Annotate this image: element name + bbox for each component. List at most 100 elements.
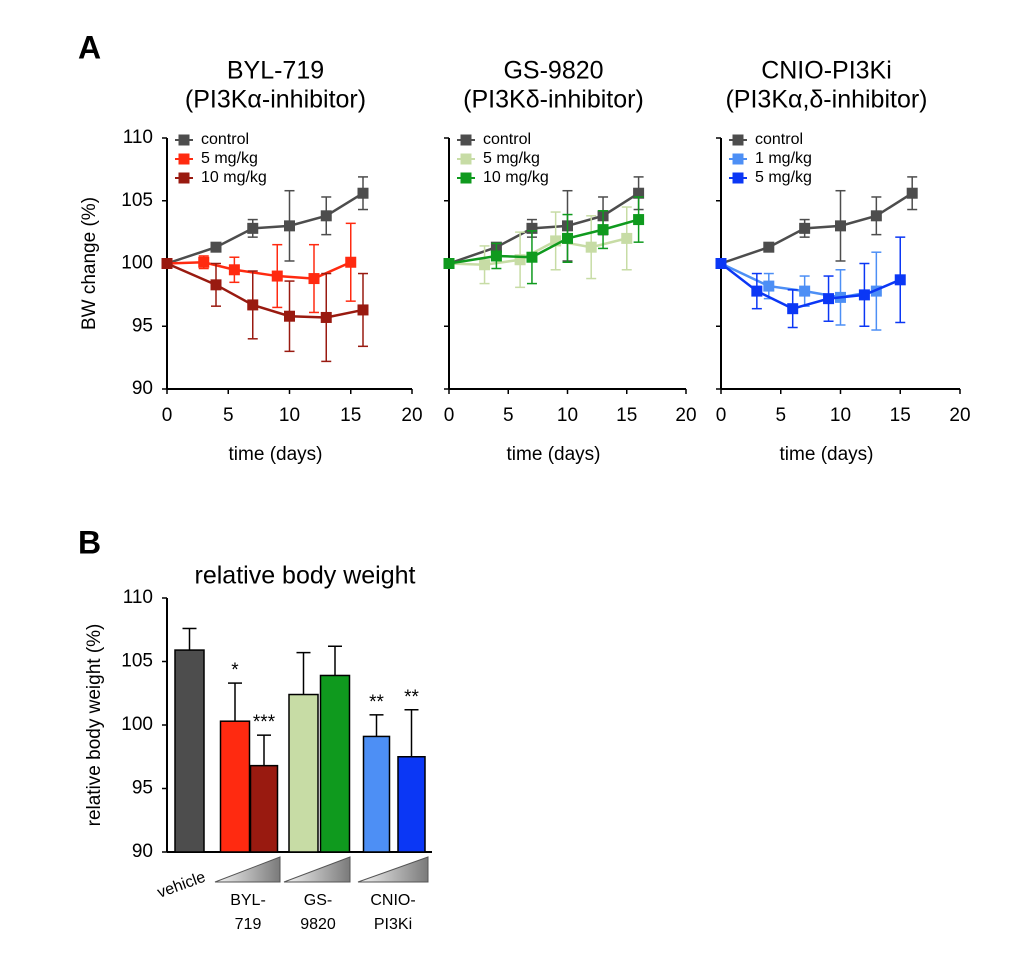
legend-label: control bbox=[201, 131, 249, 148]
marker bbox=[479, 259, 491, 271]
marker bbox=[308, 273, 320, 285]
marker bbox=[906, 187, 918, 199]
marker bbox=[320, 311, 332, 323]
group-label: 719 bbox=[235, 916, 262, 933]
marker bbox=[633, 214, 645, 226]
x-tick-label: 15 bbox=[890, 405, 911, 426]
legend-marker bbox=[732, 134, 744, 146]
chart-title: BYL-719 bbox=[227, 57, 324, 85]
legend-marker bbox=[460, 172, 472, 184]
marker bbox=[526, 251, 538, 263]
x-tick-label: 10 bbox=[279, 405, 300, 426]
x-tick-label: vehicle bbox=[155, 869, 208, 902]
group-label: PI3Ki bbox=[374, 916, 412, 933]
y-tick-label: 95 bbox=[132, 778, 153, 799]
marker bbox=[597, 224, 609, 236]
bar bbox=[288, 693, 319, 853]
x-tick-label: 0 bbox=[162, 405, 173, 426]
legend-label: 5 mg/kg bbox=[755, 169, 812, 186]
legend-label: 5 mg/kg bbox=[201, 150, 258, 167]
y-tick-label: 110 bbox=[123, 587, 153, 608]
marker bbox=[633, 187, 645, 199]
legend-label: 5 mg/kg bbox=[483, 150, 540, 167]
group-label: GS- bbox=[304, 892, 332, 909]
marker bbox=[228, 264, 240, 276]
x-axis-label: time (days) bbox=[229, 444, 323, 465]
marker bbox=[823, 293, 835, 305]
x-tick-label: 5 bbox=[503, 405, 514, 426]
group-label: 9820 bbox=[300, 916, 336, 933]
marker bbox=[870, 210, 882, 222]
marker bbox=[894, 274, 906, 286]
y-tick-label: 105 bbox=[121, 190, 153, 211]
legend-marker bbox=[460, 134, 472, 146]
bar bbox=[249, 764, 279, 853]
significance: ** bbox=[404, 687, 419, 708]
marker bbox=[357, 304, 369, 316]
dose-ramp bbox=[283, 856, 351, 883]
bar bbox=[397, 756, 426, 853]
marker bbox=[284, 220, 295, 232]
marker bbox=[210, 279, 222, 291]
y-tick-label: 90 bbox=[132, 378, 153, 399]
chart-title: relative body weight bbox=[195, 562, 416, 590]
marker bbox=[585, 241, 597, 253]
x-tick-label: 15 bbox=[340, 405, 361, 426]
bar bbox=[319, 674, 351, 853]
x-tick-label: 10 bbox=[557, 405, 578, 426]
x-tick-label: 20 bbox=[675, 405, 696, 426]
marker bbox=[210, 241, 222, 253]
marker bbox=[763, 241, 775, 253]
chart-title: GS-9820 bbox=[503, 57, 603, 85]
y-tick-label: 100 bbox=[121, 714, 153, 735]
marker bbox=[787, 303, 799, 315]
marker bbox=[799, 285, 811, 297]
marker bbox=[799, 222, 811, 234]
panel-label: B bbox=[78, 524, 101, 560]
marker bbox=[858, 289, 870, 301]
marker bbox=[247, 222, 259, 234]
legend-marker bbox=[178, 153, 190, 165]
x-tick-label: 0 bbox=[716, 405, 727, 426]
bar bbox=[219, 720, 251, 853]
marker bbox=[751, 285, 763, 297]
x-tick-label: 20 bbox=[949, 405, 970, 426]
marker bbox=[320, 210, 332, 222]
bar bbox=[362, 735, 391, 853]
series-line bbox=[448, 218, 639, 265]
legend-marker bbox=[178, 172, 190, 184]
legend-label: 1 mg/kg bbox=[755, 150, 812, 167]
x-axis-label: time (days) bbox=[780, 444, 874, 465]
legend-label: control bbox=[483, 131, 531, 148]
chart-title: CNIO-PI3Ki bbox=[761, 57, 892, 85]
legend-marker bbox=[732, 172, 744, 184]
series-line bbox=[720, 192, 913, 265]
chart-subtitle: (PI3Kδ-inhibitor) bbox=[463, 86, 644, 114]
y-tick-label: 95 bbox=[132, 315, 153, 336]
y-axis-label: BW change (%) bbox=[79, 197, 100, 330]
group-label: BYL- bbox=[230, 892, 266, 909]
series-line bbox=[166, 260, 352, 280]
x-tick-label: 20 bbox=[401, 405, 422, 426]
marker bbox=[621, 232, 633, 244]
group-label: CNIO- bbox=[370, 892, 415, 909]
significance: *** bbox=[253, 712, 276, 733]
series-line bbox=[166, 262, 364, 319]
marker bbox=[562, 232, 573, 244]
y-tick-label: 100 bbox=[121, 253, 153, 274]
marker bbox=[284, 310, 295, 322]
x-tick-label: 10 bbox=[830, 405, 851, 426]
x-tick-label: 5 bbox=[223, 405, 234, 426]
marker bbox=[443, 258, 455, 269]
panel-label: A bbox=[78, 29, 101, 65]
marker bbox=[198, 256, 210, 268]
bar bbox=[174, 649, 205, 853]
chart-subtitle: (PI3Kα-inhibitor) bbox=[185, 86, 366, 114]
marker bbox=[247, 299, 259, 311]
y-axis-label: relative body weight (%) bbox=[84, 624, 105, 827]
x-tick-label: 0 bbox=[444, 405, 455, 426]
legend-marker bbox=[460, 153, 472, 165]
y-tick-label: 90 bbox=[132, 841, 153, 862]
series-line bbox=[448, 237, 628, 267]
